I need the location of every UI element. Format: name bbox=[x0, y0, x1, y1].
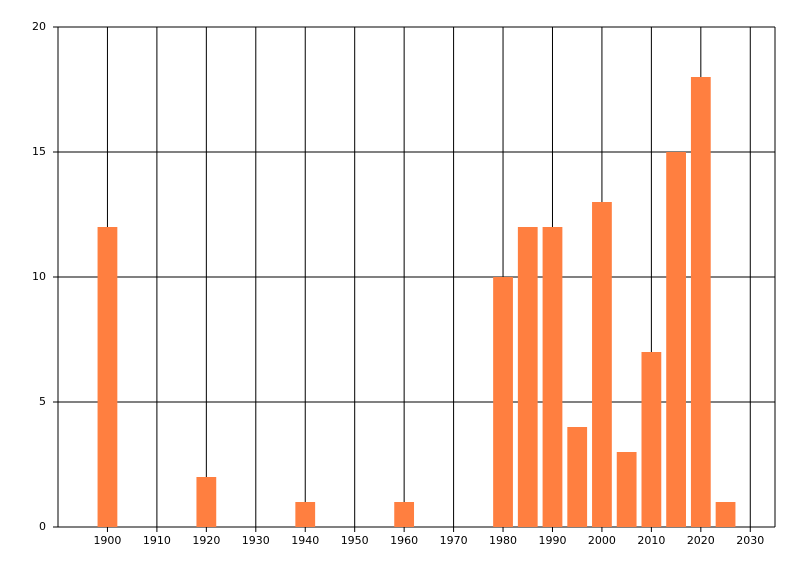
bar bbox=[641, 352, 662, 527]
x-tick-label: 1910 bbox=[143, 534, 171, 547]
bar bbox=[394, 502, 415, 527]
y-tick-label: 15 bbox=[32, 145, 46, 158]
x-tick-label: 1990 bbox=[538, 534, 566, 547]
x-tick-label: 2010 bbox=[637, 534, 665, 547]
y-tick-label: 5 bbox=[39, 395, 46, 408]
x-tick-label: 1900 bbox=[93, 534, 121, 547]
x-tick-label: 1950 bbox=[341, 534, 369, 547]
bar bbox=[666, 152, 686, 527]
bar bbox=[715, 502, 736, 527]
bar bbox=[542, 227, 563, 527]
x-tick-label: 1930 bbox=[242, 534, 270, 547]
x-tick-label: 2020 bbox=[687, 534, 715, 547]
x-tick-label: 2000 bbox=[588, 534, 616, 547]
bar bbox=[196, 477, 217, 527]
y-tick-label: 20 bbox=[32, 20, 46, 33]
x-tick-label: 1920 bbox=[192, 534, 220, 547]
bar bbox=[567, 427, 588, 527]
bar bbox=[592, 202, 612, 527]
bar bbox=[690, 77, 711, 527]
y-tick-label: 10 bbox=[32, 270, 46, 283]
x-tick-label: 2030 bbox=[736, 534, 764, 547]
y-tick-label: 0 bbox=[39, 520, 46, 533]
x-tick-label: 1960 bbox=[390, 534, 418, 547]
x-tick-label: 1940 bbox=[291, 534, 319, 547]
bar bbox=[517, 227, 538, 527]
x-tick-label: 1980 bbox=[489, 534, 517, 547]
x-tick-label: 1970 bbox=[440, 534, 468, 547]
bar bbox=[616, 452, 637, 527]
bar bbox=[493, 277, 513, 527]
bar bbox=[97, 227, 118, 527]
bar bbox=[295, 502, 316, 527]
